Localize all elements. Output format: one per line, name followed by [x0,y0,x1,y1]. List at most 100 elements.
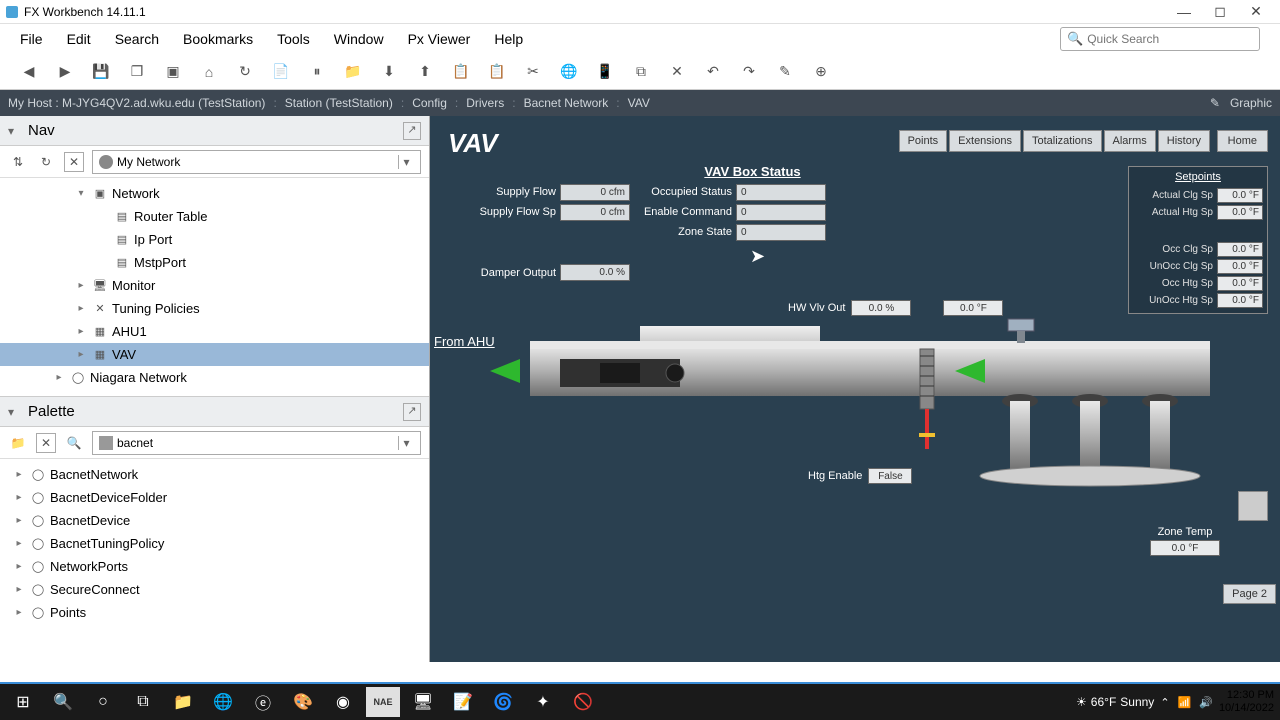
delete-button[interactable]: ✕ [668,63,686,81]
nav-collapse-icon[interactable]: ▾ [8,124,22,138]
redo-button[interactable]: ↷ [740,63,758,81]
chrome-icon[interactable]: ◉ [326,687,360,717]
tree-item-niagara-network[interactable]: ▸◯Niagara Network [0,366,429,389]
tab-points[interactable]: Points [899,130,948,152]
new-button[interactable]: 📄 [272,63,290,81]
palette-collapse-icon[interactable]: ▾ [8,405,22,419]
tree-item-ahu1[interactable]: ▸▦AHU1 [0,320,429,343]
tree-item-monitor[interactable]: ▸🖥Monitor [0,274,429,297]
tree-item-vav[interactable]: ▸▦VAV [0,343,429,366]
palette-item-bacnetdevice[interactable]: ▸◯BacnetDevice [0,509,429,532]
clock[interactable]: 12:30 PM 10/14/2022 [1219,689,1274,715]
menu-tools[interactable]: Tools [277,31,310,47]
search-taskbar-icon[interactable]: 🔍 [46,687,80,717]
search-input[interactable] [1087,32,1253,46]
view-type[interactable]: Graphic [1230,96,1272,110]
palette-tree[interactable]: ▸◯BacnetNetwork▸◯BacnetDeviceFolder▸◯Bac… [0,459,429,662]
nav-combo[interactable]: My Network ▾ [92,150,421,174]
cut-button[interactable]: ✂ [524,63,542,81]
edge-icon[interactable]: 🌐 [206,687,240,717]
tree-item-tuning-policies[interactable]: ▸✕Tuning Policies [0,297,429,320]
edit-button[interactable]: ✎ [776,63,794,81]
web-button[interactable]: ⊕ [812,63,830,81]
tab-history[interactable]: History [1158,130,1210,152]
cortana-icon[interactable]: ○ [86,687,120,717]
crumb-host[interactable]: My Host : M-JYG4QV2.ad.wku.edu (TestStat… [8,96,265,110]
crumb-vav[interactable]: VAV [628,96,650,110]
chevron-down-icon[interactable]: ▾ [398,155,414,169]
wifi-icon[interactable]: 📶 [1178,696,1192,709]
nae-icon[interactable]: NAE [366,687,400,717]
palette-item-bacnetdevicefolder[interactable]: ▸◯BacnetDeviceFolder [0,486,429,509]
chevron-down-icon[interactable]: ▾ [398,436,414,450]
menu-file[interactable]: File [20,31,43,47]
home-button[interactable]: ⌂ [200,63,218,81]
close-button[interactable]: ✕ [1238,3,1274,20]
edit-crumb-icon[interactable]: ✎ [1210,96,1220,110]
nav-popout-button[interactable]: ↗ [403,122,421,140]
menu-help[interactable]: Help [494,31,523,47]
weather-widget[interactable]: ☀ 66°F Sunny [1076,695,1154,709]
menu-search[interactable]: Search [115,31,159,47]
app4-icon[interactable]: 🚫 [566,687,600,717]
edge2-icon[interactable]: 🌀 [486,687,520,717]
crumb-drivers[interactable]: Drivers [466,96,504,110]
globe-button[interactable]: 🌐 [560,63,578,81]
menu-pxviewer[interactable]: Px Viewer [408,31,471,47]
paste-doc-button[interactable]: 📋 [488,63,506,81]
start-button[interactable]: ⊞ [6,687,40,717]
menu-edit[interactable]: Edit [67,31,91,47]
palette-close-icon[interactable]: ✕ [36,433,56,453]
back-button[interactable]: ◀ [20,63,38,81]
palette-item-points[interactable]: ▸◯Points [0,601,429,624]
tree-item-network[interactable]: ▾▣Network [0,182,429,205]
app1-icon[interactable]: 🎨 [286,687,320,717]
system-tray[interactable]: ⌃ 📶 🔊 [1160,696,1213,709]
palette-search-icon[interactable]: 🔍 [64,433,84,453]
save-button[interactable]: 💾 [92,63,110,81]
nav-refresh-icon[interactable]: ↻ [36,152,56,172]
minimize-button[interactable]: — [1166,4,1202,20]
app2-icon[interactable]: 🖥 [406,687,440,717]
palette-item-bacnetnetwork[interactable]: ▸◯BacnetNetwork [0,463,429,486]
screenshot-button[interactable]: ▣ [164,63,182,81]
taskview-icon[interactable]: ⧉ [126,687,160,717]
palette-item-secureconnect[interactable]: ▸◯SecureConnect [0,578,429,601]
copy2-button[interactable]: ⧉ [632,63,650,81]
menu-window[interactable]: Window [334,31,384,47]
maximize-button[interactable]: ◻ [1202,3,1238,20]
palette-item-networkports[interactable]: ▸◯NetworkPorts [0,555,429,578]
palette-popout-button[interactable]: ↗ [403,403,421,421]
copy-window-button[interactable]: ❐ [128,63,146,81]
home-nav-button[interactable]: Home [1217,130,1268,152]
refresh-button[interactable]: ↻ [236,63,254,81]
copy-doc-button[interactable]: 📋 [452,63,470,81]
folder-button[interactable]: 📁 [344,63,362,81]
tab-alarms[interactable]: Alarms [1104,130,1156,152]
crumb-config[interactable]: Config [412,96,447,110]
nav-tree[interactable]: ▾▣Network▤Router Table▤Ip Port▤MstpPort▸… [0,178,429,396]
menu-bookmarks[interactable]: Bookmarks [183,31,253,47]
export-button[interactable]: ⬇ [380,63,398,81]
tab-extensions[interactable]: Extensions [949,130,1021,152]
settings-gear-button[interactable] [1238,491,1268,521]
palette-folder-icon[interactable]: 📁 [8,433,28,453]
volume-icon[interactable]: 🔊 [1199,696,1213,709]
tree-item-router-table[interactable]: ▤Router Table [0,205,429,228]
nav-close-icon[interactable]: ✕ [64,152,84,172]
tree-item-mstpport[interactable]: ▤MstpPort [0,251,429,274]
import-button[interactable]: ⬆ [416,63,434,81]
pause-button[interactable]: ⏸ [308,63,326,81]
palette-combo[interactable]: bacnet ▾ [92,431,421,455]
palette-item-bacnettuningpolicy[interactable]: ▸◯BacnetTuningPolicy [0,532,429,555]
tree-item-ip-port[interactable]: ▤Ip Port [0,228,429,251]
page2-button[interactable]: Page 2 [1223,584,1276,604]
mobile-button[interactable]: 📱 [596,63,614,81]
tab-totalizations[interactable]: Totalizations [1023,130,1102,152]
undo-button[interactable]: ↶ [704,63,722,81]
crumb-station[interactable]: Station (TestStation) [285,96,393,110]
app3-icon[interactable]: ✦ [526,687,560,717]
tray-up-icon[interactable]: ⌃ [1160,696,1169,709]
quick-search[interactable]: 🔍 [1060,27,1260,51]
explorer-icon[interactable]: 📁 [166,687,200,717]
